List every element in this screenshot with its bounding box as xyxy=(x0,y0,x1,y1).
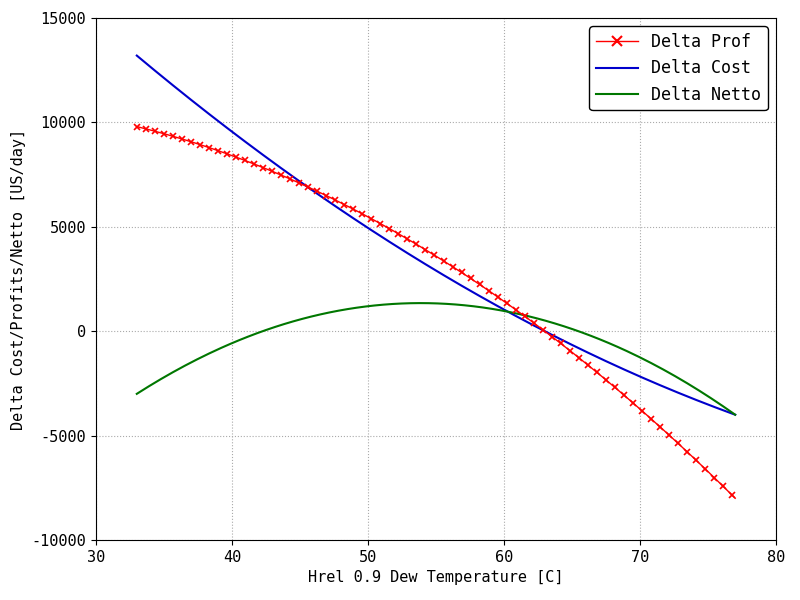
Legend: Delta Prof, Delta Cost, Delta Netto: Delta Prof, Delta Cost, Delta Netto xyxy=(590,26,768,110)
Y-axis label: Delta Cost/Profits/Netto [US/day]: Delta Cost/Profits/Netto [US/day] xyxy=(11,128,26,430)
X-axis label: Hrel 0.9 Dew Temperature [C]: Hrel 0.9 Dew Temperature [C] xyxy=(308,570,564,585)
